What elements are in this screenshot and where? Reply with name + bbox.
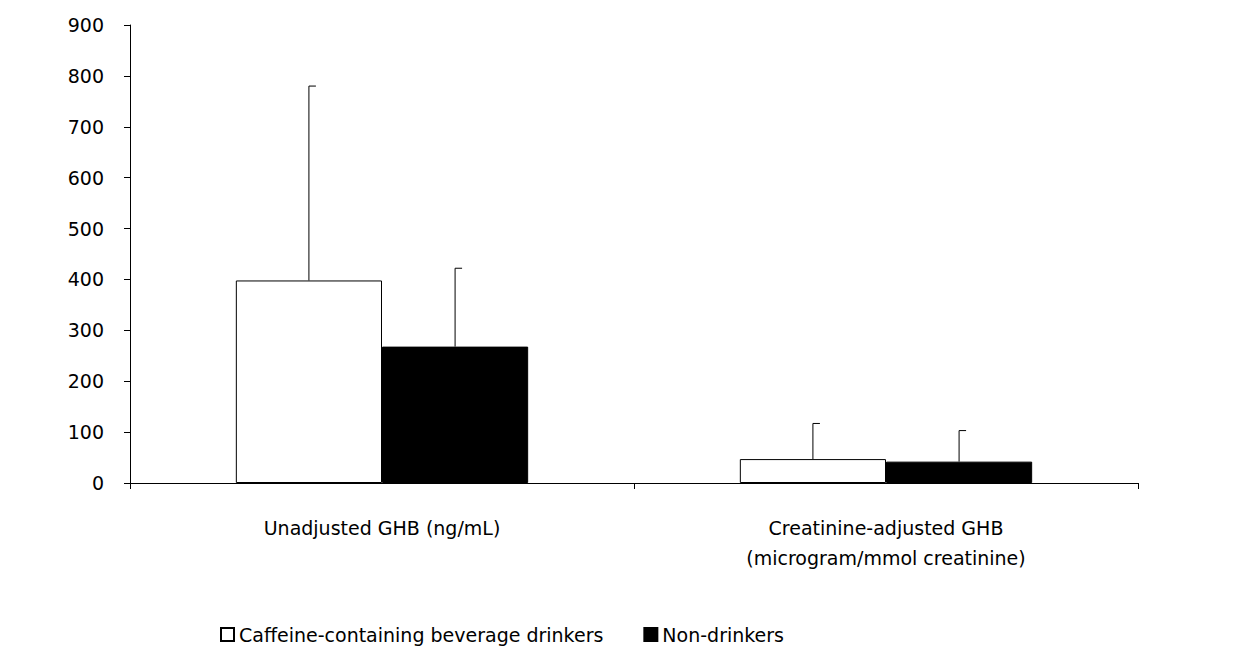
svg-text:(microgram/mmol creatinine): (microgram/mmol creatinine)	[746, 547, 1025, 569]
svg-text:900: 900	[68, 14, 104, 36]
svg-text:Non-drinkers: Non-drinkers	[662, 624, 784, 646]
svg-text:300: 300	[68, 319, 104, 341]
svg-text:400: 400	[68, 268, 104, 290]
svg-text:Caffeine-containing beverage d: Caffeine-containing beverage drinkers	[239, 624, 603, 646]
svg-text:600: 600	[68, 167, 104, 189]
svg-text:800: 800	[68, 65, 104, 87]
svg-text:Creatinine-adjusted GHB: Creatinine-adjusted GHB	[769, 517, 1004, 539]
svg-text:100: 100	[68, 421, 104, 443]
svg-text:Unadjusted GHB (ng/mL): Unadjusted GHB (ng/mL)	[264, 517, 501, 539]
svg-text:0: 0	[92, 472, 104, 494]
svg-text:200: 200	[68, 370, 104, 392]
svg-text:500: 500	[68, 218, 104, 240]
svg-text:700: 700	[68, 116, 104, 138]
